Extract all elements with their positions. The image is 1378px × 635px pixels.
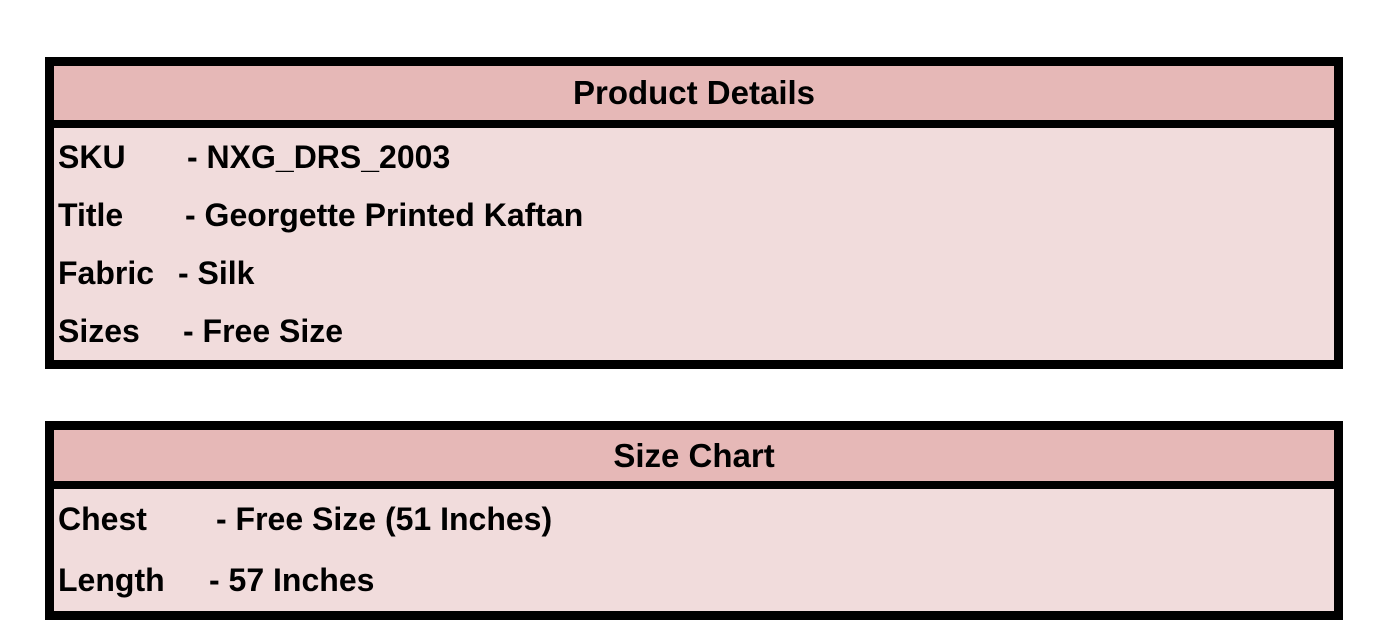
product-details-header: Product Details	[54, 66, 1334, 128]
title-row: Title - Georgette Printed Kaftan	[54, 186, 1334, 244]
row-value: - NXG_DRS_2003	[187, 139, 451, 175]
product-details-table: Product Details SKU - NXG_DRS_2003 Title…	[45, 57, 1343, 369]
row-label: Chest	[58, 501, 147, 537]
row-value: - Silk	[178, 255, 255, 291]
sku-row: SKU - NXG_DRS_2003	[54, 128, 1334, 186]
row-label: Length	[58, 562, 165, 598]
row-label: Sizes	[58, 313, 140, 349]
row-value: - Free Size (51 Inches)	[216, 501, 553, 537]
row-label: SKU	[58, 139, 126, 175]
row-label: Fabric	[58, 255, 155, 291]
size-chart-table: Size Chart Chest - Free Size (51 Inches)…	[45, 421, 1343, 620]
sizes-row: Sizes - Free Size	[54, 302, 1334, 360]
fabric-row: Fabric - Silk	[54, 244, 1334, 302]
size-chart-header: Size Chart	[54, 430, 1334, 489]
row-value: - Georgette Printed Kaftan	[185, 197, 584, 233]
row-value: - Free Size	[183, 313, 344, 349]
chest-row: Chest - Free Size (51 Inches)	[54, 489, 1334, 550]
length-row: Length - 57 Inches	[54, 550, 1334, 611]
row-label: Title	[58, 197, 124, 233]
row-value: - 57 Inches	[209, 562, 375, 598]
